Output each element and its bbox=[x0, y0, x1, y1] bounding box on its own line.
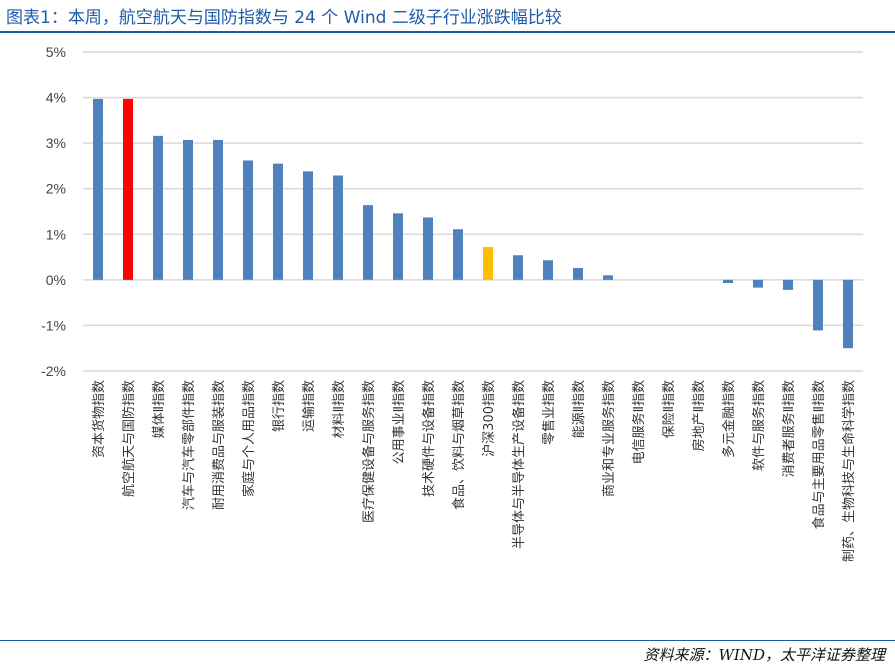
category-label: 技术硬件与设备指数 bbox=[421, 380, 437, 497]
y-tick-label: -2% bbox=[41, 363, 66, 379]
bar bbox=[273, 163, 283, 280]
bar-chart: 5% 4% 3% 2% 1% 0% -1% -2% 资本货物指数 航空航天与国防指数 媒体Ⅱ指数汽… bbox=[41, 44, 863, 562]
bar bbox=[723, 279, 733, 284]
bar bbox=[513, 255, 523, 280]
bar bbox=[363, 205, 373, 280]
category-label: 食品、饮料与烟草指数 bbox=[451, 380, 467, 510]
category-label: 保险Ⅱ指数 bbox=[662, 380, 677, 438]
bar bbox=[333, 175, 343, 280]
bar bbox=[453, 229, 463, 280]
bar bbox=[303, 171, 313, 280]
bar bbox=[843, 279, 853, 349]
bar bbox=[543, 260, 553, 280]
y-tick-label: -1% bbox=[41, 317, 66, 333]
footer-divider bbox=[0, 640, 895, 641]
category-labels: 资本货物指数 航空航天与国防指数 媒体Ⅱ指数 汽车与汽车零部件指数 耐用消费品与服装指数… bbox=[91, 380, 857, 562]
bar bbox=[153, 135, 163, 280]
category-label: 沪深300指数 bbox=[481, 380, 497, 457]
category-label: 银行指数 bbox=[272, 380, 287, 432]
category-label: 制药、生物科技与生命科学指数 bbox=[841, 380, 857, 562]
category-label: 多元金融指数 bbox=[721, 380, 737, 458]
y-tick-label: 2% bbox=[46, 181, 66, 197]
bar bbox=[483, 247, 493, 280]
bar bbox=[93, 98, 103, 280]
category-label: 材料Ⅱ指数 bbox=[332, 380, 347, 438]
category-label: 汽车与汽车零部件指数 bbox=[181, 380, 197, 510]
chart-title: 图表1：本周，航空航天与国防指数与 24 个 Wind 二级子行业涨跌幅比较 bbox=[6, 8, 562, 28]
bar bbox=[603, 275, 613, 280]
title-divider bbox=[0, 31, 895, 33]
y-tick-label: 5% bbox=[46, 44, 66, 60]
category-label: 零售业指数 bbox=[541, 380, 557, 445]
category-label: 半导体与半导体生产设备指数 bbox=[511, 380, 527, 549]
bar bbox=[123, 98, 133, 280]
bar bbox=[393, 213, 403, 280]
category-label: 家庭与个人用品指数 bbox=[241, 380, 257, 497]
category-label: 商业和专业服务指数 bbox=[601, 380, 617, 497]
gridlines bbox=[83, 51, 863, 372]
category-label: 资本货物指数 bbox=[91, 380, 107, 458]
category-label: 消费者服务Ⅱ指数 bbox=[781, 380, 797, 477]
category-label: 媒体Ⅱ指数 bbox=[152, 380, 167, 438]
y-tick-label: 4% bbox=[46, 90, 66, 106]
bar bbox=[783, 279, 793, 290]
category-label: 食品与主要用品零售Ⅱ指数 bbox=[811, 380, 827, 529]
y-tick-label: 1% bbox=[46, 226, 66, 242]
bar bbox=[423, 217, 433, 280]
bar bbox=[573, 268, 583, 280]
category-label: 耐用消费品与服装指数 bbox=[212, 380, 227, 510]
category-label: 运输指数 bbox=[301, 380, 317, 432]
bars bbox=[93, 98, 853, 349]
bar bbox=[213, 139, 223, 280]
y-axis-ticks: 5% 4% 3% 2% 1% 0% -1% -2% bbox=[41, 44, 66, 379]
y-tick-label: 3% bbox=[46, 135, 66, 151]
category-label: 航空航天与国防指数 bbox=[121, 380, 137, 497]
bar bbox=[183, 139, 193, 280]
bar bbox=[813, 279, 823, 331]
category-label: 软件与服务指数 bbox=[751, 380, 767, 471]
y-tick-label: 0% bbox=[46, 272, 66, 288]
category-label: 电信服务Ⅱ指数 bbox=[631, 380, 647, 464]
bar bbox=[243, 160, 253, 280]
source-note: 资料来源：WIND，太平洋证券整理 bbox=[643, 646, 886, 664]
category-label: 房地产Ⅱ指数 bbox=[691, 380, 707, 451]
bar bbox=[753, 279, 763, 288]
category-label: 能源Ⅱ指数 bbox=[572, 380, 587, 438]
category-label: 医疗保健设备与服务指数 bbox=[361, 380, 377, 523]
category-label: 公用事业Ⅱ指数 bbox=[392, 380, 407, 464]
